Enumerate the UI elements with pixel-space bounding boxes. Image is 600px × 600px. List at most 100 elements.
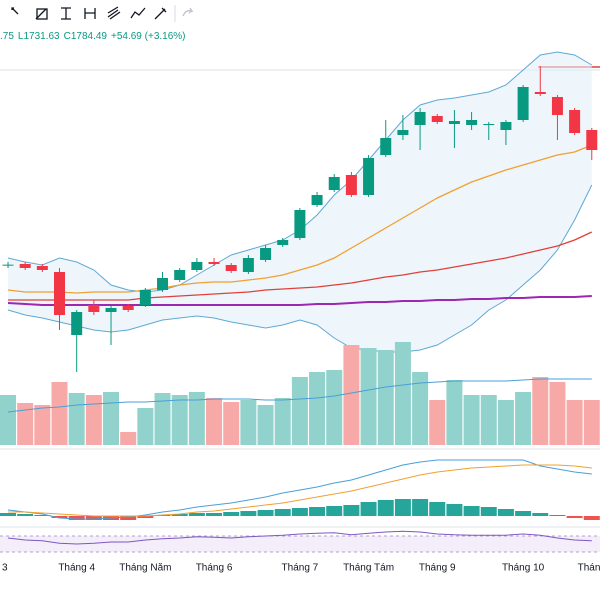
volume-bar xyxy=(223,402,240,445)
candle-body xyxy=(534,92,546,94)
volume-bar xyxy=(154,393,171,445)
redo-icon[interactable] xyxy=(182,7,194,17)
header-value: .75 xyxy=(0,31,14,42)
candle-body xyxy=(277,240,289,245)
volume-bar xyxy=(68,393,85,445)
volume-bar xyxy=(309,372,326,445)
candle-body xyxy=(586,130,598,150)
candle-body xyxy=(431,116,443,122)
macd-histogram xyxy=(497,509,514,516)
macd-histogram xyxy=(515,511,532,516)
volume-bar xyxy=(120,432,137,445)
candle-body xyxy=(380,138,392,155)
line xyxy=(8,231,593,301)
volume-bar xyxy=(326,370,343,445)
candle-body xyxy=(225,265,237,271)
macd-histogram xyxy=(412,499,429,516)
line xyxy=(7,378,592,413)
tool-icon[interactable] xyxy=(35,8,47,20)
candle-body xyxy=(71,312,83,335)
volume-bar xyxy=(412,372,429,445)
candle-body xyxy=(208,262,220,264)
macd-histogram xyxy=(223,512,240,516)
macd-histogram xyxy=(274,509,291,516)
tool-icon[interactable] xyxy=(107,6,121,20)
macd-histogram xyxy=(120,516,137,520)
candle-body xyxy=(54,272,66,315)
volume-bar xyxy=(394,342,411,445)
x-tick-label: Tháng Năm xyxy=(119,563,171,574)
volume-bar xyxy=(583,400,600,445)
macd-histogram xyxy=(309,507,326,516)
macd-histogram xyxy=(0,513,16,516)
macd-histogram xyxy=(480,507,497,516)
volume-bar xyxy=(257,405,274,445)
volume-bar xyxy=(206,398,223,445)
tool-icon[interactable] xyxy=(154,7,167,20)
tool-icon[interactable] xyxy=(84,8,96,19)
volume-bar xyxy=(429,400,446,445)
toolbar xyxy=(11,5,194,22)
candle-body xyxy=(105,308,117,312)
rsi-band xyxy=(0,536,600,552)
tool-icon[interactable] xyxy=(11,7,19,15)
macd-histogram xyxy=(137,516,154,518)
macd-histogram xyxy=(326,506,343,516)
line xyxy=(7,295,592,306)
tool-icon[interactable] xyxy=(130,7,146,19)
header-value: L1731.63 xyxy=(18,31,60,42)
macd-histogram xyxy=(240,511,257,516)
line xyxy=(7,184,593,353)
candle-body xyxy=(19,264,31,268)
x-tick-label: Tháng 6 xyxy=(196,563,233,574)
header: .75 L1731.63 C1784.49 +54.69 (+3.16%) xyxy=(0,31,186,42)
volume-bar xyxy=(515,392,532,445)
candle-body xyxy=(311,195,323,205)
macd-histogram xyxy=(34,515,51,516)
volume-bar xyxy=(240,400,257,445)
candle-body xyxy=(328,177,340,190)
volume-bar xyxy=(51,382,68,445)
macd-histogram xyxy=(343,505,360,516)
volume-bar xyxy=(360,348,377,445)
macd-histogram xyxy=(549,515,566,516)
candle-body xyxy=(88,305,100,312)
candle-body xyxy=(260,248,272,260)
candle-body xyxy=(242,258,254,272)
volume-bar xyxy=(343,345,360,445)
candle-body xyxy=(122,306,134,310)
candle-body xyxy=(414,112,426,125)
x-tick-label: Tháng 4 xyxy=(58,563,95,574)
tool-icon[interactable] xyxy=(36,8,48,20)
candle-body xyxy=(448,121,460,124)
macd-histogram xyxy=(566,516,583,518)
macd-histogram xyxy=(154,515,171,516)
candle-body xyxy=(345,175,357,195)
band-fill xyxy=(8,52,592,352)
macd-histogram xyxy=(188,513,205,516)
macd-histogram xyxy=(429,502,446,516)
candle-body xyxy=(483,124,495,125)
volume-bar xyxy=(274,398,291,445)
volume-bar xyxy=(566,400,583,445)
tool-icon[interactable] xyxy=(61,7,71,20)
line xyxy=(7,459,592,520)
candle-body xyxy=(191,262,203,270)
macd-histogram xyxy=(463,506,480,516)
line xyxy=(8,464,592,517)
candle-body xyxy=(2,264,14,266)
candle-body xyxy=(500,122,512,130)
header-value: +54.69 (+3.16%) xyxy=(111,31,186,42)
macd-histogram xyxy=(583,516,600,520)
volume-bar xyxy=(17,403,34,445)
candle-body xyxy=(397,130,409,135)
header-value: C1784.49 xyxy=(64,31,108,42)
macd-histogram xyxy=(360,502,377,516)
macd-histogram xyxy=(206,513,223,516)
x-tick-label: Tháng xyxy=(578,563,600,574)
macd-histogram xyxy=(68,516,85,520)
volume-bar xyxy=(497,400,514,445)
candle-body xyxy=(174,270,186,280)
x-tick-label: Tháng Tám xyxy=(343,563,394,574)
